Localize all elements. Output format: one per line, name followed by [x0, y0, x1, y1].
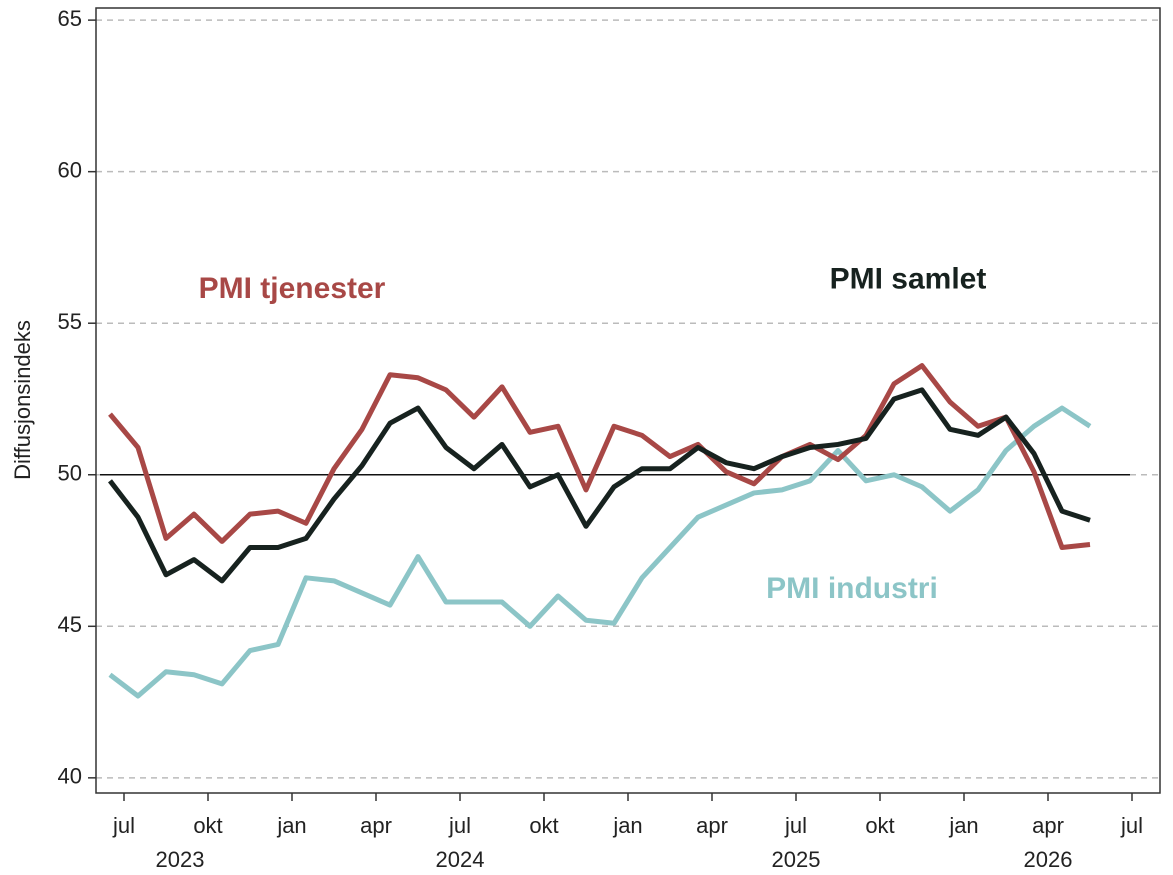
y-axis-label: Diffusjonsindeks	[10, 320, 35, 480]
x-tick-label: jul	[448, 813, 471, 838]
x-tick-label: jan	[612, 813, 642, 838]
series-label: PMI samlet	[830, 263, 987, 296]
x-year-label: 2023	[156, 847, 205, 872]
x-tick-label: okt	[865, 813, 894, 838]
series-label: PMI industri	[766, 572, 938, 605]
x-year-label: 2026	[1024, 847, 1073, 872]
series-line	[108, 387, 1091, 584]
x-tick-label: jul	[112, 813, 135, 838]
x-tick-label: jan	[276, 813, 306, 838]
y-tick-label: 65	[58, 6, 82, 31]
y-tick-label: 45	[58, 612, 82, 637]
y-tick-label: 55	[58, 309, 82, 334]
x-tick-label: jul	[1120, 813, 1143, 838]
x-tick-label: jul	[784, 813, 807, 838]
y-tick-label: 40	[58, 764, 82, 789]
series-line	[108, 363, 1091, 550]
x-tick-label: apr	[1032, 813, 1064, 838]
x-tick-label: apr	[360, 813, 392, 838]
x-tick-label: okt	[529, 813, 558, 838]
x-tick-label: apr	[696, 813, 728, 838]
x-year-label: 2025	[772, 847, 821, 872]
series-line	[108, 405, 1092, 699]
x-year-label: 2024	[436, 847, 485, 872]
plot-frame	[95, 7, 1161, 794]
y-tick-label: 50	[58, 461, 82, 486]
x-tick-label: okt	[193, 813, 222, 838]
y-tick-label: 60	[58, 157, 82, 182]
series-label: PMI tjenester	[199, 272, 386, 305]
x-tick-label: jan	[948, 813, 978, 838]
